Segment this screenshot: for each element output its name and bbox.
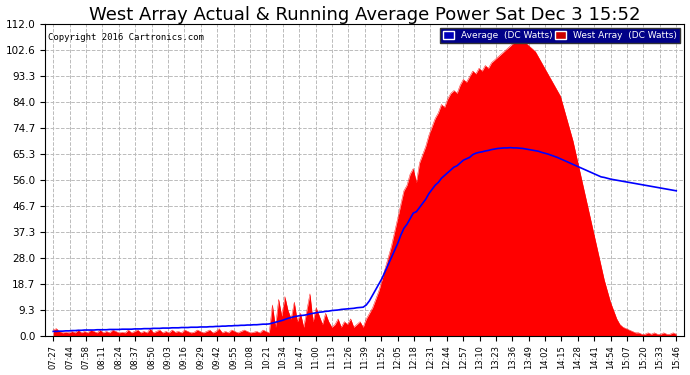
Text: Copyright 2016 Cartronics.com: Copyright 2016 Cartronics.com: [48, 33, 204, 42]
Title: West Array Actual & Running Average Power Sat Dec 3 15:52: West Array Actual & Running Average Powe…: [89, 6, 640, 24]
Legend: Average  (DC Watts), West Array  (DC Watts): Average (DC Watts), West Array (DC Watts…: [440, 28, 680, 43]
